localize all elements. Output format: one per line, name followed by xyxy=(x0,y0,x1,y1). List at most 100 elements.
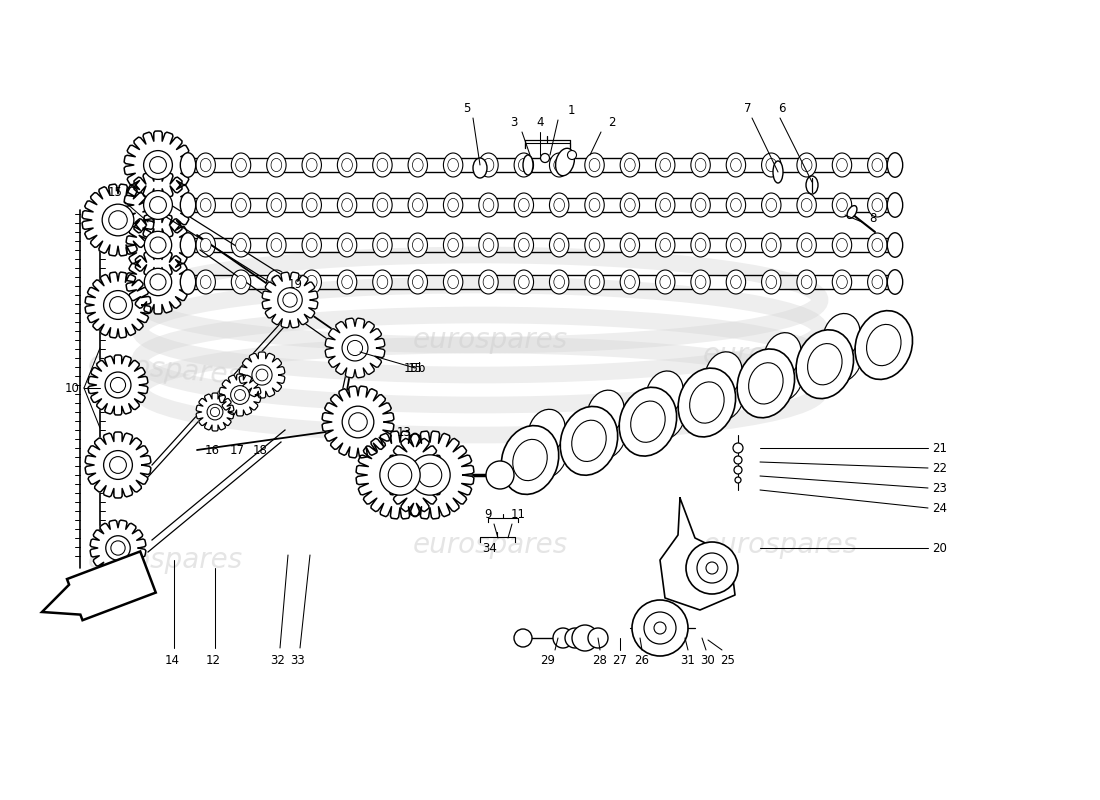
Ellipse shape xyxy=(522,155,534,175)
Circle shape xyxy=(644,612,676,644)
Ellipse shape xyxy=(196,270,216,294)
Circle shape xyxy=(553,628,573,648)
Ellipse shape xyxy=(373,193,392,217)
Circle shape xyxy=(349,413,367,431)
Ellipse shape xyxy=(266,270,286,294)
Ellipse shape xyxy=(761,153,781,177)
Polygon shape xyxy=(126,250,190,314)
Ellipse shape xyxy=(266,233,286,257)
Text: eurospares: eurospares xyxy=(412,531,568,559)
Ellipse shape xyxy=(513,439,547,481)
Circle shape xyxy=(210,407,220,417)
Ellipse shape xyxy=(796,153,816,177)
Ellipse shape xyxy=(483,275,494,289)
Ellipse shape xyxy=(730,275,741,289)
Ellipse shape xyxy=(587,411,626,458)
Ellipse shape xyxy=(307,158,317,172)
Ellipse shape xyxy=(443,193,463,217)
Ellipse shape xyxy=(691,153,711,177)
Ellipse shape xyxy=(412,275,424,289)
Circle shape xyxy=(565,628,585,648)
Text: 22: 22 xyxy=(933,462,947,474)
Ellipse shape xyxy=(338,193,356,217)
Ellipse shape xyxy=(572,420,606,462)
Polygon shape xyxy=(85,432,151,498)
Ellipse shape xyxy=(868,270,887,294)
Ellipse shape xyxy=(180,233,196,258)
Ellipse shape xyxy=(408,153,428,177)
Circle shape xyxy=(388,463,411,486)
Ellipse shape xyxy=(590,238,600,251)
Ellipse shape xyxy=(796,233,816,257)
Circle shape xyxy=(734,466,742,474)
Ellipse shape xyxy=(620,270,639,294)
Ellipse shape xyxy=(868,233,887,257)
Ellipse shape xyxy=(302,193,321,217)
Ellipse shape xyxy=(231,270,251,294)
Ellipse shape xyxy=(833,233,851,257)
Ellipse shape xyxy=(837,158,847,172)
Text: eurospares: eurospares xyxy=(703,341,858,369)
Ellipse shape xyxy=(377,198,388,212)
Ellipse shape xyxy=(796,270,816,294)
Ellipse shape xyxy=(408,193,428,217)
Text: 32: 32 xyxy=(271,654,285,666)
Text: 16: 16 xyxy=(205,443,220,457)
Polygon shape xyxy=(356,431,444,519)
Circle shape xyxy=(686,542,738,594)
Ellipse shape xyxy=(749,362,783,404)
Circle shape xyxy=(733,443,742,453)
Circle shape xyxy=(697,553,727,583)
Ellipse shape xyxy=(764,333,801,377)
Circle shape xyxy=(110,457,126,474)
Ellipse shape xyxy=(568,150,576,159)
Text: 2: 2 xyxy=(608,115,616,129)
Ellipse shape xyxy=(196,193,216,217)
Ellipse shape xyxy=(373,153,392,177)
Ellipse shape xyxy=(764,354,803,401)
Ellipse shape xyxy=(625,238,635,251)
Ellipse shape xyxy=(766,238,777,251)
Ellipse shape xyxy=(761,270,781,294)
Ellipse shape xyxy=(553,198,564,212)
Ellipse shape xyxy=(550,233,569,257)
Ellipse shape xyxy=(620,193,639,217)
Polygon shape xyxy=(82,184,154,256)
Ellipse shape xyxy=(443,233,463,257)
Text: 33: 33 xyxy=(290,654,306,666)
Circle shape xyxy=(150,157,166,174)
Ellipse shape xyxy=(528,410,565,454)
Ellipse shape xyxy=(448,238,459,251)
Ellipse shape xyxy=(660,275,671,289)
Ellipse shape xyxy=(766,275,777,289)
Ellipse shape xyxy=(235,158,246,172)
Ellipse shape xyxy=(656,233,675,257)
Ellipse shape xyxy=(660,238,671,251)
Text: 14: 14 xyxy=(165,654,179,666)
Text: eurospares: eurospares xyxy=(703,531,858,559)
Ellipse shape xyxy=(585,233,604,257)
Ellipse shape xyxy=(872,275,882,289)
Ellipse shape xyxy=(833,153,851,177)
Ellipse shape xyxy=(660,158,671,172)
Ellipse shape xyxy=(550,193,569,217)
Ellipse shape xyxy=(726,233,746,257)
Polygon shape xyxy=(239,352,285,398)
Ellipse shape xyxy=(888,270,903,294)
Text: 19: 19 xyxy=(287,278,303,291)
Ellipse shape xyxy=(773,161,783,183)
Ellipse shape xyxy=(483,238,494,251)
Ellipse shape xyxy=(620,233,639,257)
Ellipse shape xyxy=(473,158,487,178)
Text: 25: 25 xyxy=(720,654,736,666)
Ellipse shape xyxy=(656,270,675,294)
Circle shape xyxy=(103,290,132,319)
Polygon shape xyxy=(124,171,191,239)
Text: 5: 5 xyxy=(463,102,471,114)
Circle shape xyxy=(144,150,173,179)
Polygon shape xyxy=(90,520,146,576)
Ellipse shape xyxy=(550,153,569,177)
Circle shape xyxy=(588,628,608,648)
Text: 30: 30 xyxy=(701,654,715,666)
Ellipse shape xyxy=(796,193,816,217)
